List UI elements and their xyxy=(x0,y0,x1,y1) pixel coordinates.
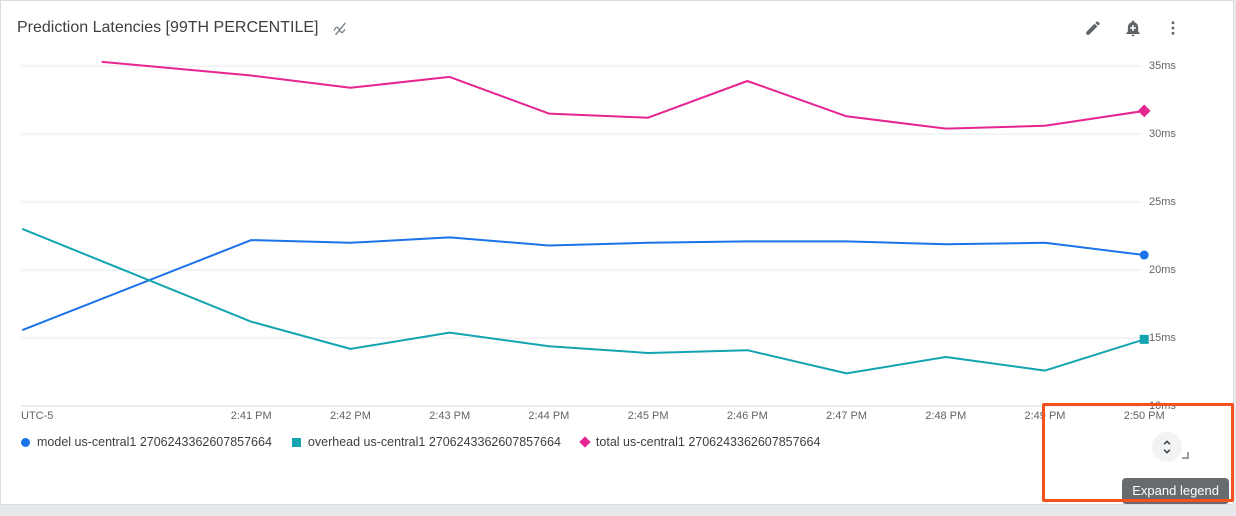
add-alert-bell-icon xyxy=(1126,20,1140,37)
expand-legend-button[interactable] xyxy=(1152,432,1182,462)
legend-label: overhead us-central1 2706243362607857664 xyxy=(307,435,561,449)
total-endpoint-marker xyxy=(1137,104,1151,118)
chart-plot[interactable] xyxy=(21,59,1171,411)
x-tick-label: 2:44 PM xyxy=(528,410,570,422)
y-tick-label: 20ms xyxy=(1149,264,1176,276)
x-tick-label: 2:45 PM xyxy=(627,410,669,422)
series-line-model xyxy=(22,236,1146,331)
chart-card: Prediction Latencies [99TH PERCENTILE] xyxy=(0,0,1234,505)
x-tick-label: 2:49 PM xyxy=(1024,410,1066,422)
resize-handle-icon[interactable] xyxy=(1182,452,1189,459)
x-tick-label: 2:50 PM xyxy=(1123,410,1165,422)
x-tick-label: 2:41 PM xyxy=(230,410,272,422)
y-tick-label: 30ms xyxy=(1149,128,1176,140)
unfold-more-icon xyxy=(1163,440,1171,454)
legend-item-overhead[interactable]: overhead us-central1 2706243362607857664 xyxy=(291,435,561,449)
vertical-dots-icon xyxy=(1171,21,1175,35)
legend: model us-central1 2706243362607857664 ov… xyxy=(21,432,820,452)
add-alert-button[interactable] xyxy=(1117,12,1149,44)
series-line-total xyxy=(101,60,1146,130)
legend-label: model us-central1 2706243362607857664 xyxy=(37,435,272,449)
x-tick-label: 2:46 PM xyxy=(726,410,768,422)
model-series-marker-icon xyxy=(21,437,30,447)
y-tick-label: 35ms xyxy=(1149,60,1176,72)
y-tick-label: 15ms xyxy=(1149,332,1176,344)
timezone-label: UTC-5 xyxy=(21,410,54,422)
legend-label: total us-central1 2706243362607857664 xyxy=(595,435,821,449)
model-endpoint-marker xyxy=(1139,250,1149,260)
trendline-slash-icon xyxy=(332,20,349,37)
x-tick-label: 2:42 PM xyxy=(329,410,371,422)
overhead-series-marker-icon xyxy=(291,437,301,447)
chart-title: Prediction Latencies [99TH PERCENTILE] xyxy=(17,19,319,36)
legend-item-total[interactable]: total us-central1 2706243362607857664 xyxy=(579,435,821,449)
x-tick-label: 2:47 PM xyxy=(826,410,868,422)
legend-item-model[interactable]: model us-central1 2706243362607857664 xyxy=(21,435,272,449)
series-line-overhead xyxy=(22,228,1146,375)
chart-area: 35ms 30ms 25ms 20ms 15ms 10ms UTC-5 2:41 PM 2:… xyxy=(1,55,1233,455)
x-tick-label: 2:48 PM xyxy=(925,410,967,422)
more-options-button[interactable] xyxy=(1157,12,1189,44)
overhead-endpoint-marker xyxy=(1139,334,1149,344)
y-tick-label: 25ms xyxy=(1149,196,1176,208)
total-series-marker-icon xyxy=(579,436,591,448)
x-tick-label: 2:43 PM xyxy=(429,410,471,422)
chart-card-header: Prediction Latencies [99TH PERCENTILE] xyxy=(1,1,1233,55)
edit-pencil-icon xyxy=(1086,21,1100,35)
bottom-strip xyxy=(0,506,1236,516)
edit-button[interactable] xyxy=(1077,12,1109,44)
expand-legend-tooltip: Expand legend xyxy=(1122,478,1229,504)
x-axis-labels: UTC-5 2:41 PM 2:42 PM 2:43 PM 2:44 PM 2:45 P… xyxy=(1,410,1236,426)
